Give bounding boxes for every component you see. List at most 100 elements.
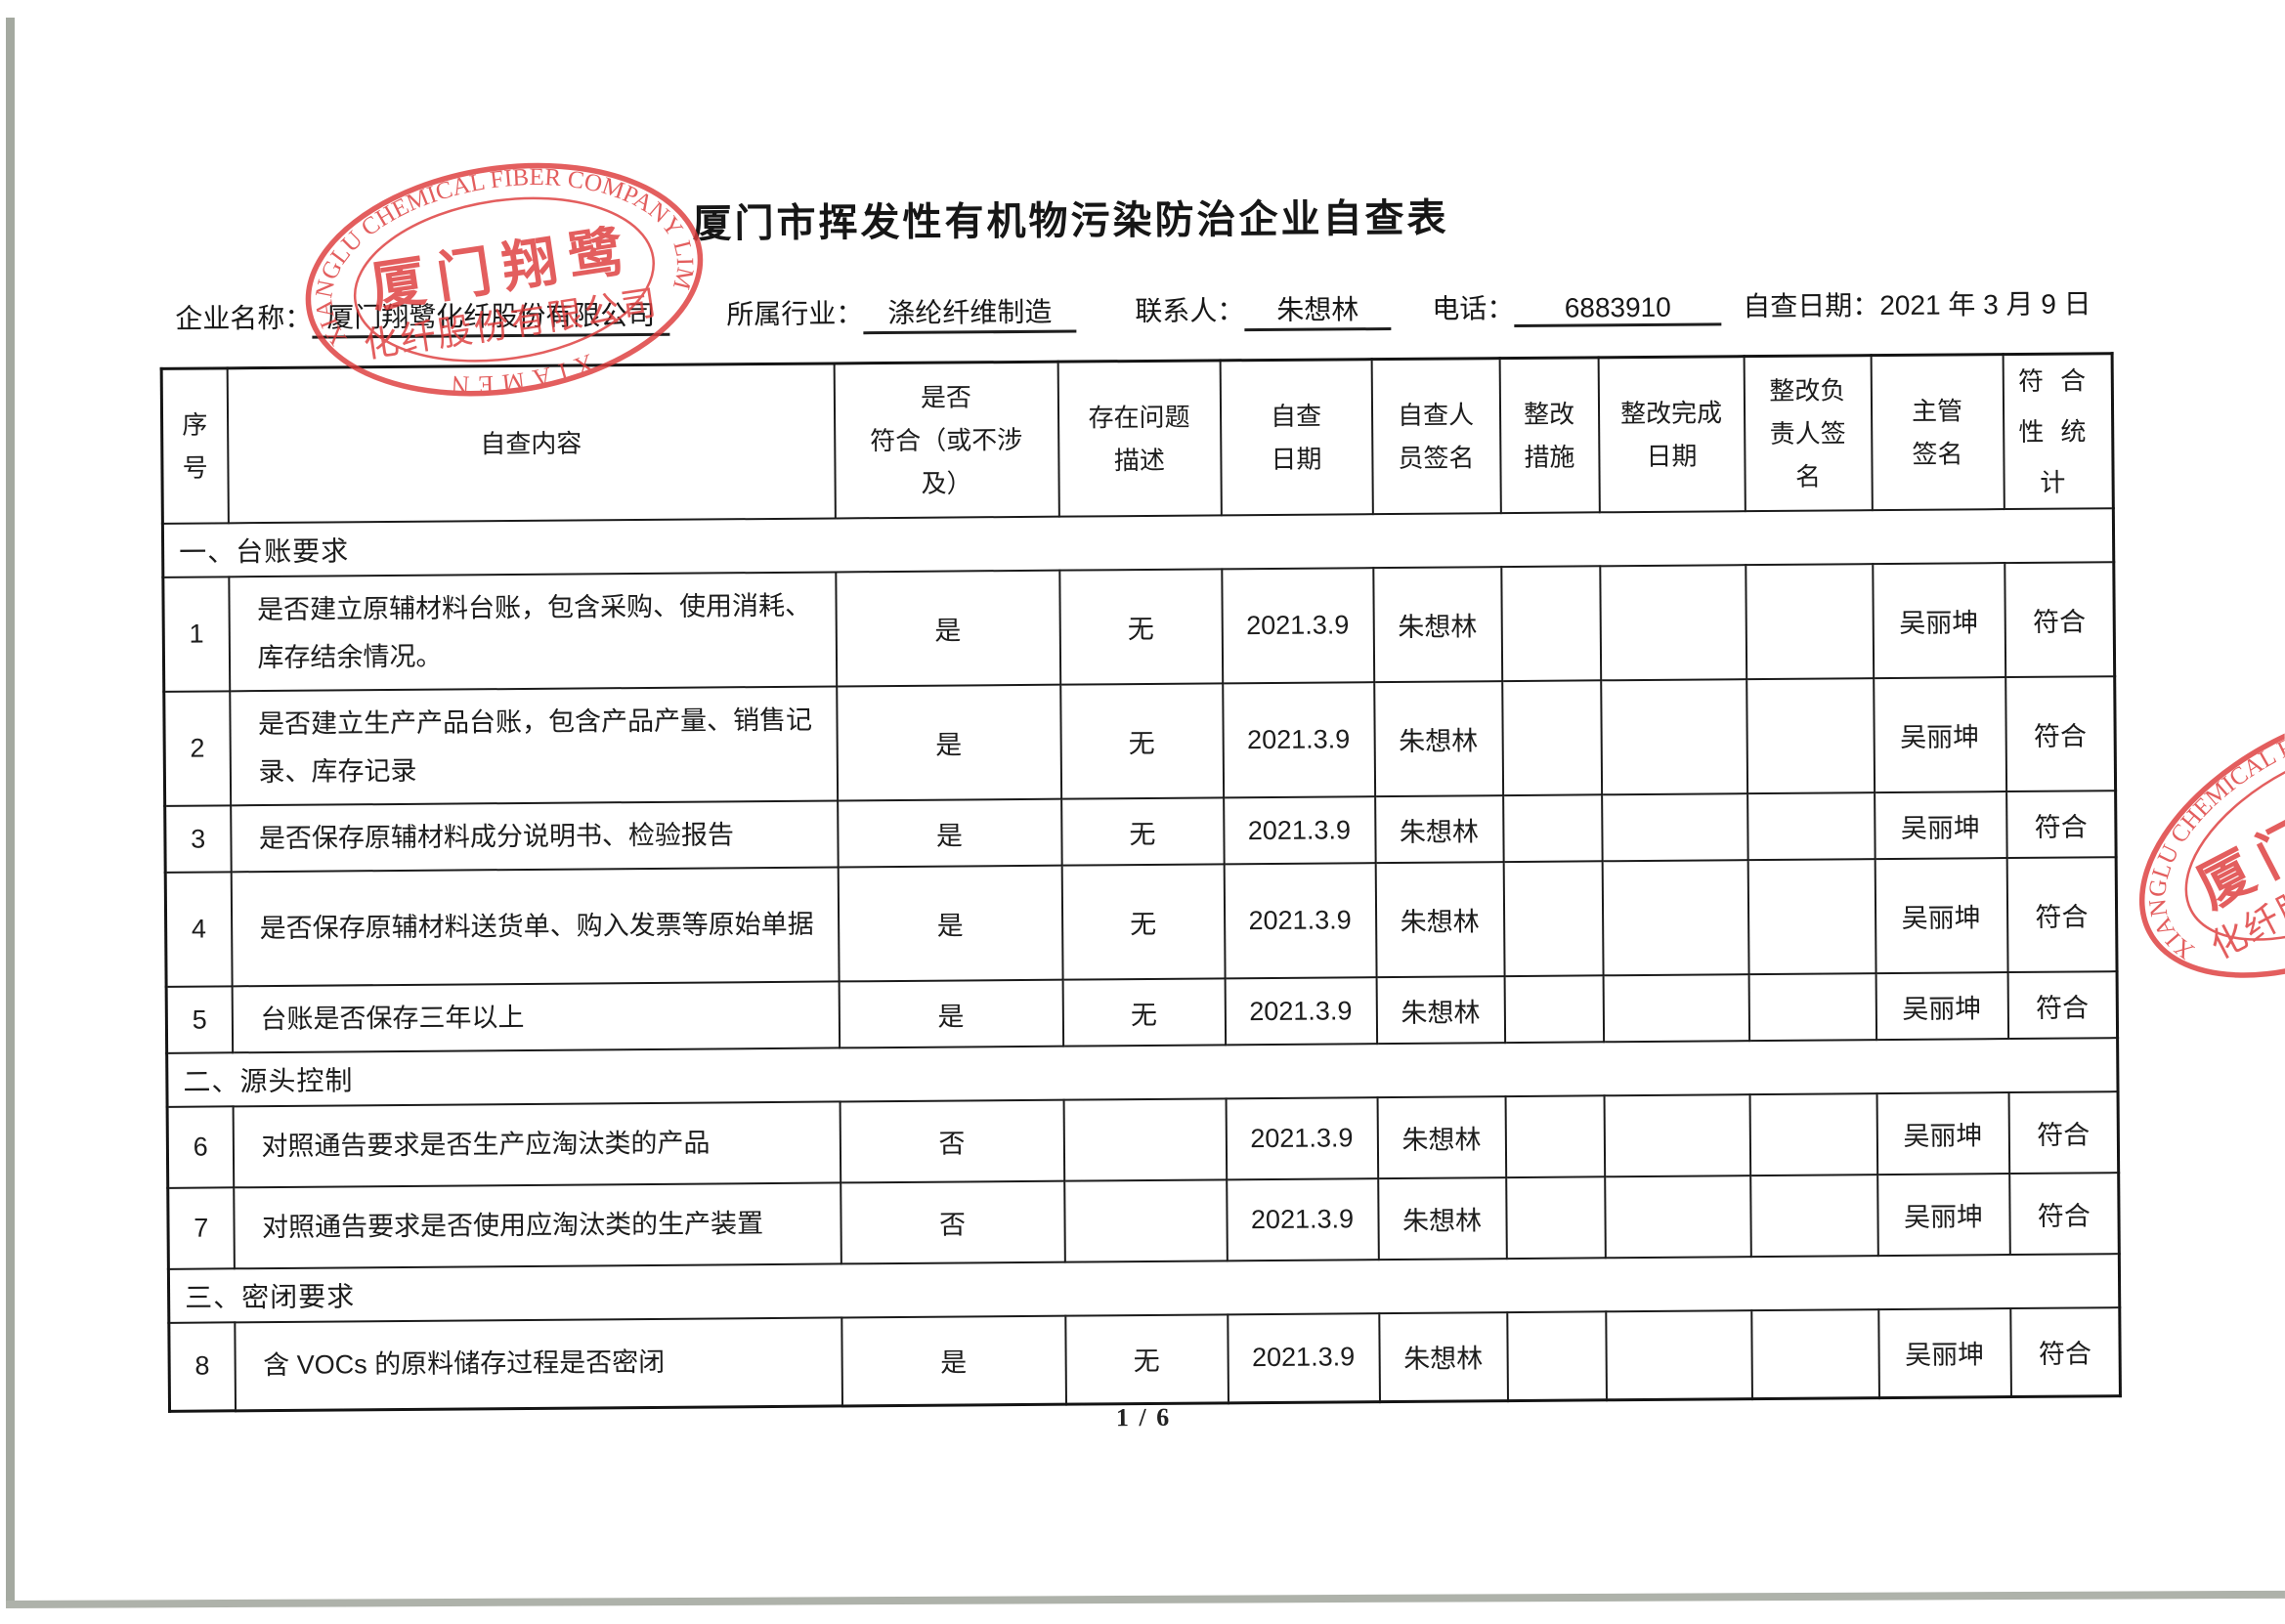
cell-responsible: [1749, 1175, 1878, 1258]
cell-problem: 无: [1059, 683, 1224, 799]
company-name-label: 企业名称：: [175, 302, 313, 334]
cell-no: 7: [167, 1187, 235, 1269]
cell-supervisor: 吴丽坤: [1877, 1308, 2011, 1398]
cell-complete-date: [1602, 860, 1749, 976]
cell-content: 对照通告要求是否使用应淘汰类的生产装置: [233, 1182, 841, 1269]
cell-content: 对照通告要求是否生产应淘汰类的产品: [233, 1101, 841, 1188]
cell-responsible: [1746, 792, 1875, 861]
cell-supervisor: 吴丽坤: [1876, 1174, 2010, 1257]
cell-inspector: 朱想林: [1372, 567, 1502, 683]
header-content: 自查内容: [227, 363, 836, 524]
cell-stat: 符合: [2005, 676, 2116, 792]
cell-supervisor: 吴丽坤: [1873, 677, 2006, 793]
phone-value: 6883910: [1514, 291, 1722, 327]
cell-complete-date: [1600, 679, 1747, 795]
cell-complete-date: [1604, 1175, 1751, 1259]
table-header-row: 序 号 自查内容 是否 符合（或不涉 及） 存在问题 描述 自查 日期 自查人 …: [161, 353, 2114, 524]
stamp-ring-text: XIANGLU CHEMICAL FIBER COMPANY LIMITED: [2099, 651, 2285, 970]
cell-responsible: [1748, 973, 1876, 1042]
cell-inspector: 朱想林: [1375, 862, 1505, 978]
table-row: 2 是否建立生产产品台账，包含产品产量、销售记录、库存记录 是 无 2021.3…: [163, 676, 2116, 806]
contact-label: 联系人：: [1135, 295, 1245, 327]
phone-label: 电话：: [1432, 292, 1515, 324]
cell-inspector: 朱想林: [1374, 795, 1504, 864]
cell-comply: 是: [835, 570, 1060, 687]
table-row: 6 对照通告要求是否生产应淘汰类的产品 否 2021.3.9 朱想林 吴丽坤 符…: [167, 1091, 2119, 1188]
cell-responsible: [1749, 1093, 1877, 1176]
cell-comply: 否: [840, 1180, 1065, 1264]
cell-comply: 是: [838, 865, 1063, 982]
company-name-value: 厦门翔鹭化纤股份有限公司: [312, 293, 670, 339]
cell-measures: [1503, 861, 1604, 977]
cell-date: 2021.3.9: [1223, 796, 1376, 865]
cell-problem: 无: [1064, 1314, 1229, 1404]
cell-measures: [1506, 1311, 1607, 1401]
header-problem: 存在问题 描述: [1057, 360, 1222, 517]
cell-supervisor: 吴丽坤: [1875, 972, 2008, 1041]
header-measures: 整改 措施: [1499, 357, 1600, 514]
cell-no: 8: [168, 1322, 236, 1411]
cell-measures: [1504, 975, 1604, 1044]
stamp-center-line1: 厦门翔鹭: [2187, 743, 2285, 919]
cell-supervisor: 吴丽坤: [1872, 563, 2005, 679]
cell-date: 2021.3.9: [1227, 1313, 1380, 1403]
company-stamp-partial-icon: XIANGLU CHEMICAL FIBER COMPANY LIMITED X…: [2099, 651, 2285, 978]
cell-measures: [1500, 566, 1601, 682]
table-row: 8 含 VOCs 的原料储存过程是否密闭 是 无 2021.3.9 朱想林 吴丽…: [168, 1307, 2121, 1411]
cell-no: 3: [164, 805, 232, 873]
cell-comply: 是: [837, 798, 1062, 868]
cell-date: 2021.3.9: [1221, 568, 1374, 684]
cell-complete-date: [1599, 565, 1746, 681]
header-no: 序 号: [161, 367, 229, 524]
cell-inspector: 朱想林: [1373, 681, 1503, 797]
cell-responsible: [1746, 678, 1875, 794]
cell-content: 是否保存原辅材料成分说明书、检验报告: [230, 800, 839, 873]
cell-responsible: [1747, 859, 1876, 975]
document-info-line: 企业名称： 厦门翔鹭化纤股份有限公司 所属行业： 涤纶纤维制造 联系人： 朱想林 电话…: [175, 282, 2130, 340]
header-stat: 符合性统计: [2003, 353, 2114, 510]
cell-complete-date: [1604, 1094, 1750, 1177]
cell-stat: 符合: [2005, 791, 2117, 859]
cell-measures: [1502, 794, 1603, 863]
self-inspection-table: 序 号 自查内容 是否 符合（或不涉 及） 存在问题 描述 自查 日期 自查人 …: [159, 352, 2122, 1413]
cell-stat: 符合: [2009, 1307, 2121, 1397]
cell-comply: 否: [840, 1099, 1064, 1183]
header-supervisor: 主管 签名: [1871, 354, 2005, 511]
cell-problem: [1063, 1098, 1227, 1181]
cell-content: 台账是否保存三年以上: [232, 981, 840, 1053]
cell-stat: 符合: [2006, 857, 2118, 973]
cell-no: 4: [165, 872, 233, 987]
cell-supervisor: 吴丽坤: [1874, 791, 2007, 860]
table-row: 7 对照通告要求是否使用应淘汰类的生产装置 否 2021.3.9 朱想林 吴丽坤…: [167, 1173, 2120, 1269]
cell-date: 2021.3.9: [1226, 1097, 1378, 1180]
cell-problem: 无: [1058, 569, 1223, 685]
table-row: 1 是否建立原辅材料台账，包含采购、使用消耗、库存结余情况。 是 无 2021.…: [162, 562, 2115, 692]
inspection-date-value: 2021 年 3 月 9 日: [1879, 288, 2091, 321]
header-responsible: 整改负 责人签 名: [1744, 355, 1873, 512]
cell-responsible: [1750, 1309, 1879, 1399]
cell-date: 2021.3.9: [1226, 1178, 1379, 1261]
cell-comply: 是: [841, 1315, 1066, 1406]
cell-no: 1: [162, 577, 230, 692]
cell-responsible: [1745, 564, 1874, 680]
cell-complete-date: [1601, 793, 1748, 862]
cell-stat: 符合: [2008, 1091, 2119, 1175]
page-title: 厦门市挥发性有机物污染防治企业自查表: [692, 196, 1449, 246]
cell-no: 2: [163, 691, 231, 806]
cell-complete-date: [1603, 974, 1749, 1043]
cell-measures: [1505, 1095, 1605, 1178]
header-comply: 是否 符合（或不涉 及）: [834, 362, 1059, 519]
header-date: 自查 日期: [1220, 359, 1373, 516]
cell-stat: 符合: [2008, 1173, 2120, 1256]
cell-content: 是否建立生产产品台账，包含产品产量、销售记录、库存记录: [229, 686, 838, 806]
cell-no: 5: [166, 986, 233, 1053]
header-inspector: 自查人 员签名: [1371, 358, 1501, 515]
cell-inspector: 朱想林: [1377, 1096, 1506, 1179]
cell-supervisor: 吴丽坤: [1876, 1092, 2009, 1175]
cell-problem: 无: [1062, 978, 1226, 1047]
svg-text:XIANGLU CHEMICAL FIBER COMPANY: XIANGLU CHEMICAL FIBER COMPANY LIMITED: [2099, 651, 2285, 970]
cell-problem: 无: [1061, 864, 1226, 980]
cell-complete-date: [1605, 1310, 1752, 1400]
cell-problem: 无: [1060, 797, 1225, 866]
